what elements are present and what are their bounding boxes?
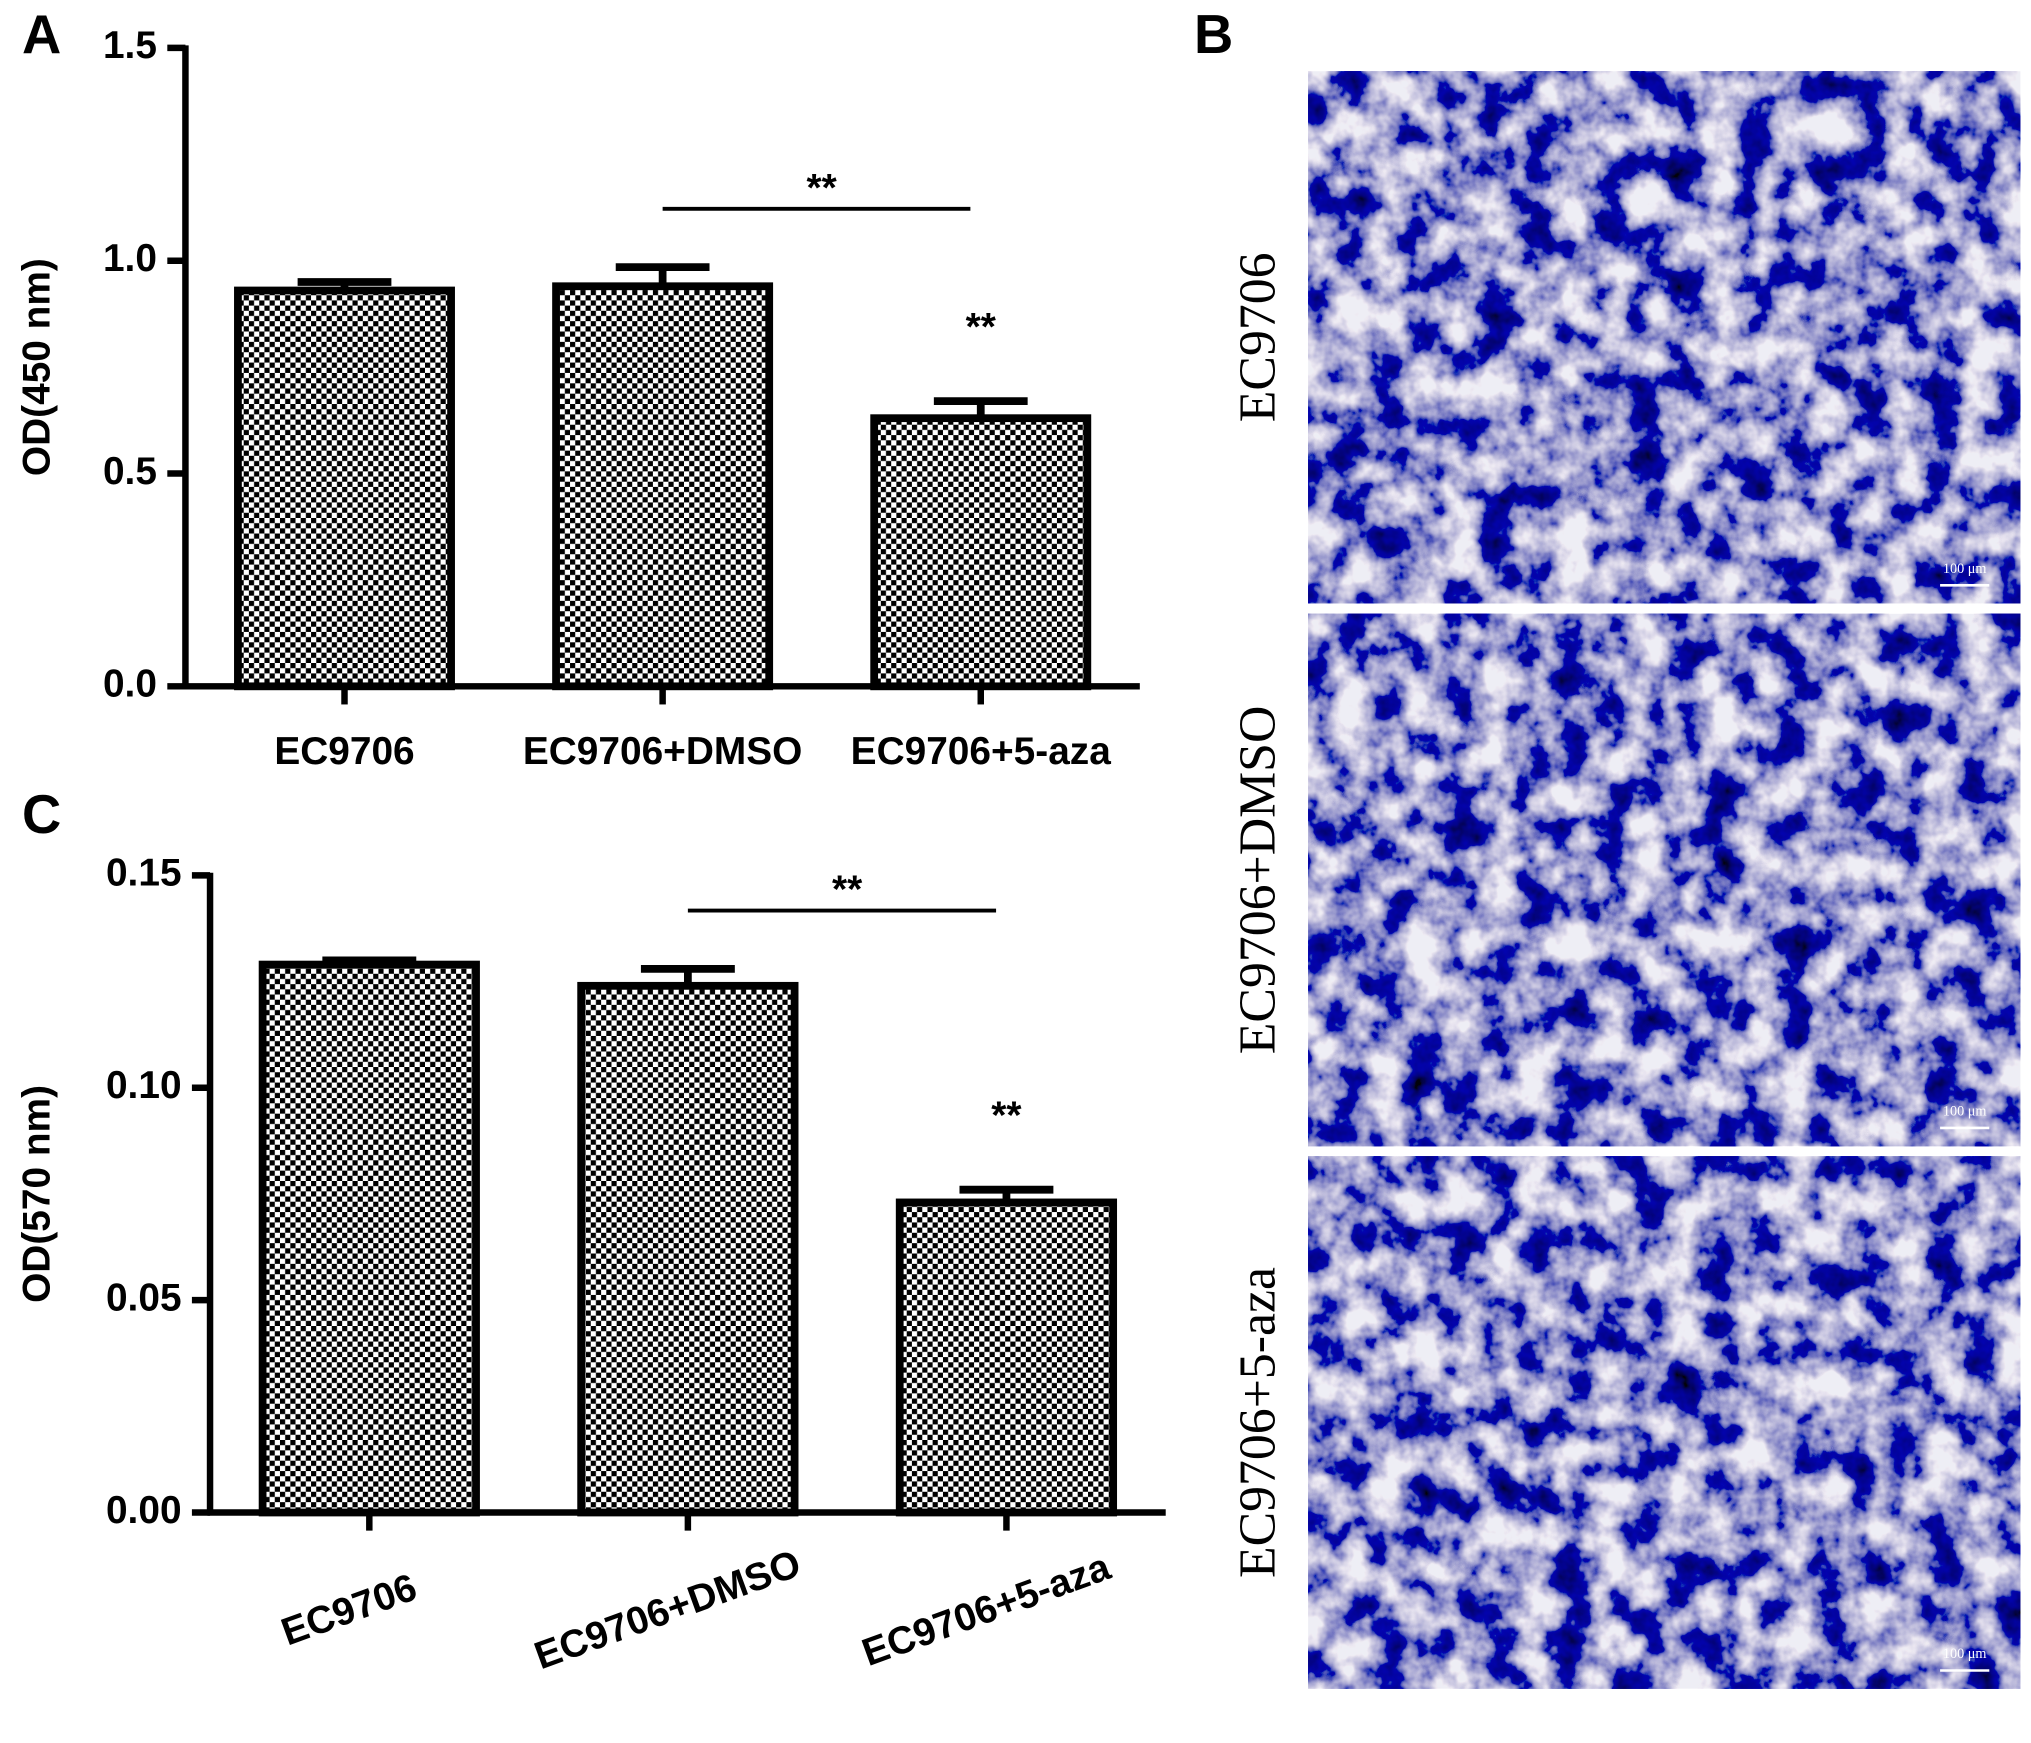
significance-label: ** bbox=[991, 1095, 1022, 1138]
panel-label: C bbox=[22, 784, 61, 845]
micrograph-texture bbox=[1308, 71, 2021, 604]
y-axis-label: OD(450 nm) bbox=[15, 258, 58, 476]
y-tick-label: 0.10 bbox=[106, 1064, 182, 1107]
significance-label: ** bbox=[807, 167, 838, 210]
micrograph: EC9706+5-aza 100 μm bbox=[1230, 1156, 2021, 1689]
y-tick-label: 0.00 bbox=[106, 1489, 182, 1532]
micrograph-texture bbox=[1308, 1156, 2021, 1689]
micrograph-label: EC9706+5-aza bbox=[1230, 1267, 1287, 1578]
y-tick-label: 0.5 bbox=[103, 450, 157, 493]
panel-label: B bbox=[1194, 4, 1233, 65]
bar bbox=[870, 414, 1092, 691]
scale-bar-label: 100 μm bbox=[1943, 561, 1987, 577]
x-tick-label: EC9706+DMSO bbox=[523, 730, 802, 773]
micrograph-texture bbox=[1308, 613, 2021, 1147]
y-tick-label: 0.05 bbox=[106, 1276, 182, 1319]
micrograph: EC9706+DMSO 100 μm bbox=[1230, 613, 2021, 1147]
bar bbox=[258, 960, 480, 1517]
x-tick-label: EC9706+5-aza bbox=[851, 730, 1112, 773]
x-tick-label: EC9706 bbox=[276, 1566, 423, 1654]
significance-label: ** bbox=[832, 869, 863, 912]
micrograph: EC9706 100 μm bbox=[1230, 71, 2021, 604]
bar bbox=[577, 981, 799, 1517]
scale-bar-label: 100 μm bbox=[1943, 1104, 1987, 1120]
micrograph-label: EC9706 bbox=[1230, 252, 1287, 422]
bar bbox=[234, 286, 455, 691]
panel-label: A bbox=[22, 4, 61, 65]
significance-label: ** bbox=[966, 306, 997, 349]
y-tick-label: 0.15 bbox=[106, 852, 182, 895]
scale-bar-label: 100 μm bbox=[1943, 1646, 1987, 1662]
bar bbox=[895, 1198, 1118, 1517]
x-tick-label: EC9706+5-aza bbox=[857, 1545, 1117, 1675]
y-axis-label: OD(570 nm) bbox=[15, 1085, 58, 1303]
x-tick-label: EC9706 bbox=[274, 730, 414, 773]
y-tick-label: 1.0 bbox=[103, 237, 157, 280]
y-tick-label: 1.5 bbox=[103, 24, 157, 67]
micrograph-label: EC9706+DMSO bbox=[1230, 706, 1287, 1055]
x-tick-label: EC9706+DMSO bbox=[529, 1542, 806, 1678]
bar bbox=[552, 282, 774, 691]
y-tick-label: 0.0 bbox=[103, 663, 157, 706]
